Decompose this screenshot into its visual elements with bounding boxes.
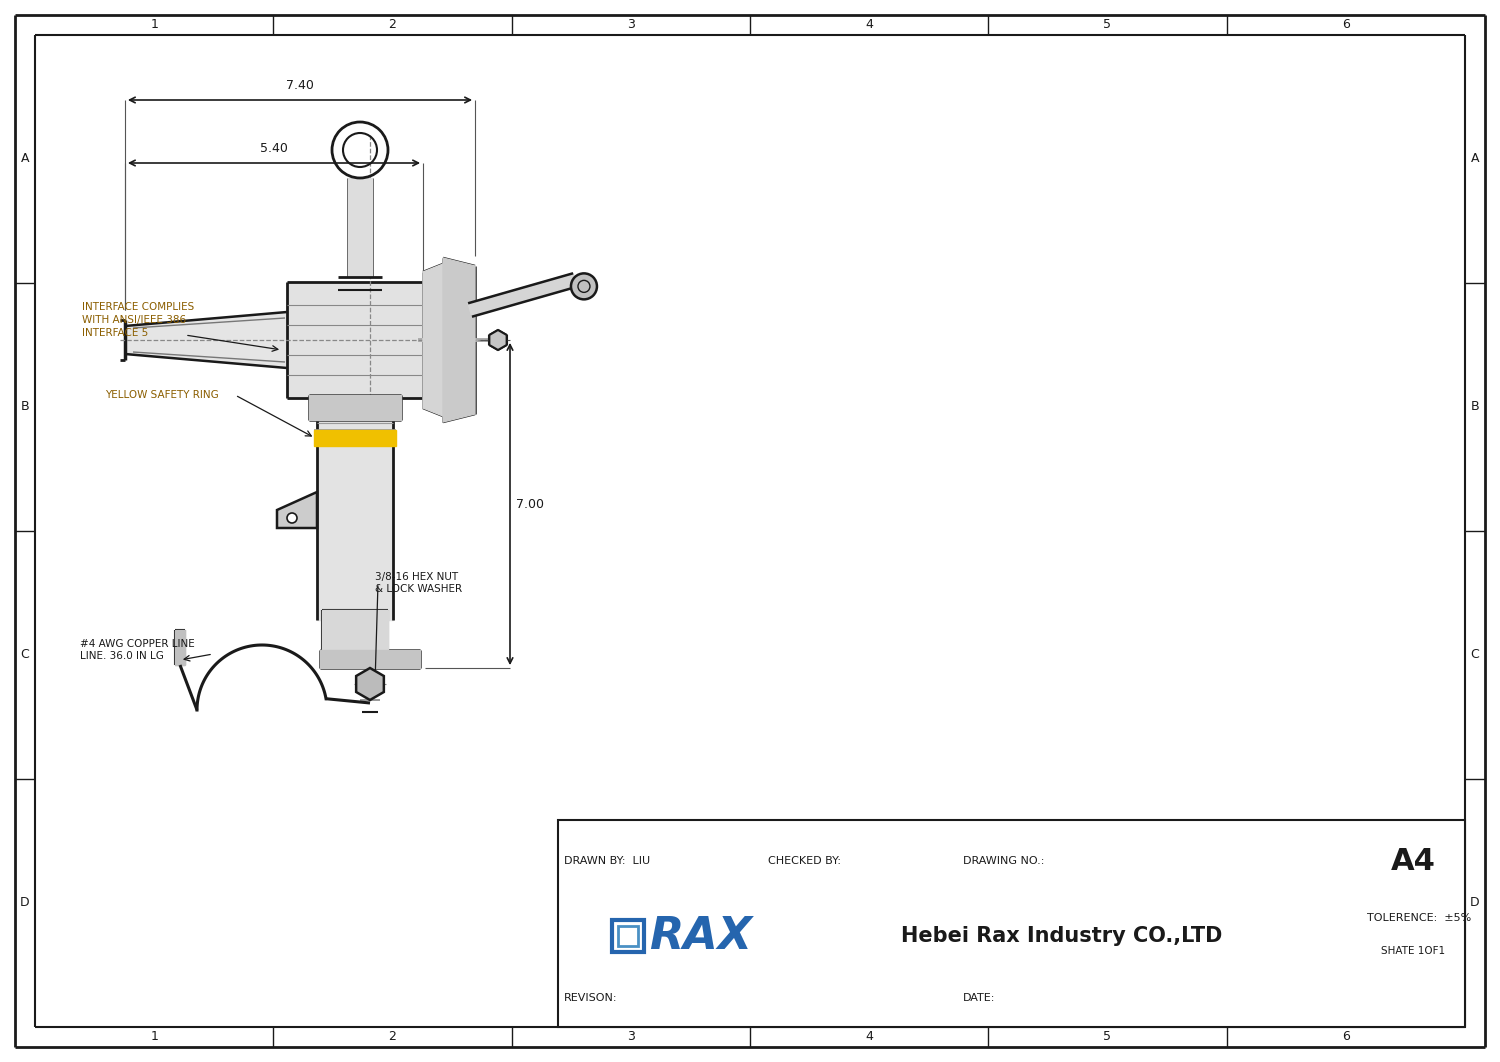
Text: 6: 6 (1342, 18, 1350, 32)
Text: C: C (21, 649, 30, 662)
Polygon shape (468, 273, 578, 316)
Text: 2: 2 (388, 1030, 396, 1044)
Text: 3: 3 (627, 1030, 634, 1044)
Text: 3: 3 (627, 18, 634, 32)
Text: B: B (1470, 400, 1479, 413)
Text: 7.40: 7.40 (286, 79, 314, 92)
Text: 5: 5 (1104, 18, 1112, 32)
Text: B: B (21, 400, 30, 413)
Text: TOLERENCE:  ±5%: TOLERENCE: ±5% (1366, 912, 1472, 923)
Text: REVISON:: REVISON: (564, 993, 618, 1003)
Text: 5.40: 5.40 (260, 142, 288, 155)
Polygon shape (348, 178, 372, 277)
Text: DRAWING NO.:: DRAWING NO.: (963, 856, 1044, 867)
Bar (612, 920, 644, 952)
Bar (558, 820, 1466, 1027)
Polygon shape (316, 398, 393, 620)
Text: A4: A4 (1390, 846, 1435, 876)
Polygon shape (320, 650, 420, 668)
Text: D: D (1470, 896, 1480, 909)
Polygon shape (442, 258, 476, 422)
Text: INTERFACE COMPLIES
WITH ANSI/IEEE 386
INTERFACE 5: INTERFACE COMPLIES WITH ANSI/IEEE 386 IN… (82, 302, 195, 338)
Text: 1: 1 (150, 18, 158, 32)
Polygon shape (314, 430, 396, 446)
Text: A: A (21, 153, 30, 166)
Polygon shape (356, 668, 384, 700)
Polygon shape (309, 395, 401, 419)
Text: 4: 4 (865, 1030, 873, 1044)
Polygon shape (322, 610, 388, 650)
Text: A: A (1470, 153, 1479, 166)
Text: C: C (1470, 649, 1479, 662)
Text: 3/8-16 HEX NUT
& LOCK WASHER: 3/8-16 HEX NUT & LOCK WASHER (375, 571, 462, 595)
Text: 7.00: 7.00 (516, 497, 544, 511)
Text: SHATE 1OF1: SHATE 1OF1 (1382, 946, 1444, 956)
Text: DATE:: DATE: (963, 993, 996, 1003)
Circle shape (572, 273, 597, 299)
Text: 2: 2 (388, 18, 396, 32)
Polygon shape (489, 330, 507, 350)
Polygon shape (423, 264, 442, 416)
Text: Hebei Rax Industry CO.,LTD: Hebei Rax Industry CO.,LTD (900, 926, 1222, 946)
Text: CHECKED BY:: CHECKED BY: (768, 856, 842, 867)
Polygon shape (286, 282, 423, 398)
Circle shape (286, 513, 297, 523)
Polygon shape (176, 630, 184, 665)
Text: D: D (20, 896, 30, 909)
Text: DRAWN BY:  LIU: DRAWN BY: LIU (564, 856, 650, 867)
Bar (618, 926, 638, 946)
Text: #4 AWG COPPER LINE
LINE. 36.0 IN LG: #4 AWG COPPER LINE LINE. 36.0 IN LG (80, 639, 195, 662)
Text: 4: 4 (865, 18, 873, 32)
Polygon shape (124, 312, 286, 369)
Text: RAX: RAX (650, 915, 752, 958)
Text: 6: 6 (1342, 1030, 1350, 1044)
Text: 5: 5 (1104, 1030, 1112, 1044)
Text: 1: 1 (150, 1030, 158, 1044)
Text: YELLOW SAFETY RING: YELLOW SAFETY RING (105, 390, 219, 400)
Polygon shape (278, 492, 316, 528)
